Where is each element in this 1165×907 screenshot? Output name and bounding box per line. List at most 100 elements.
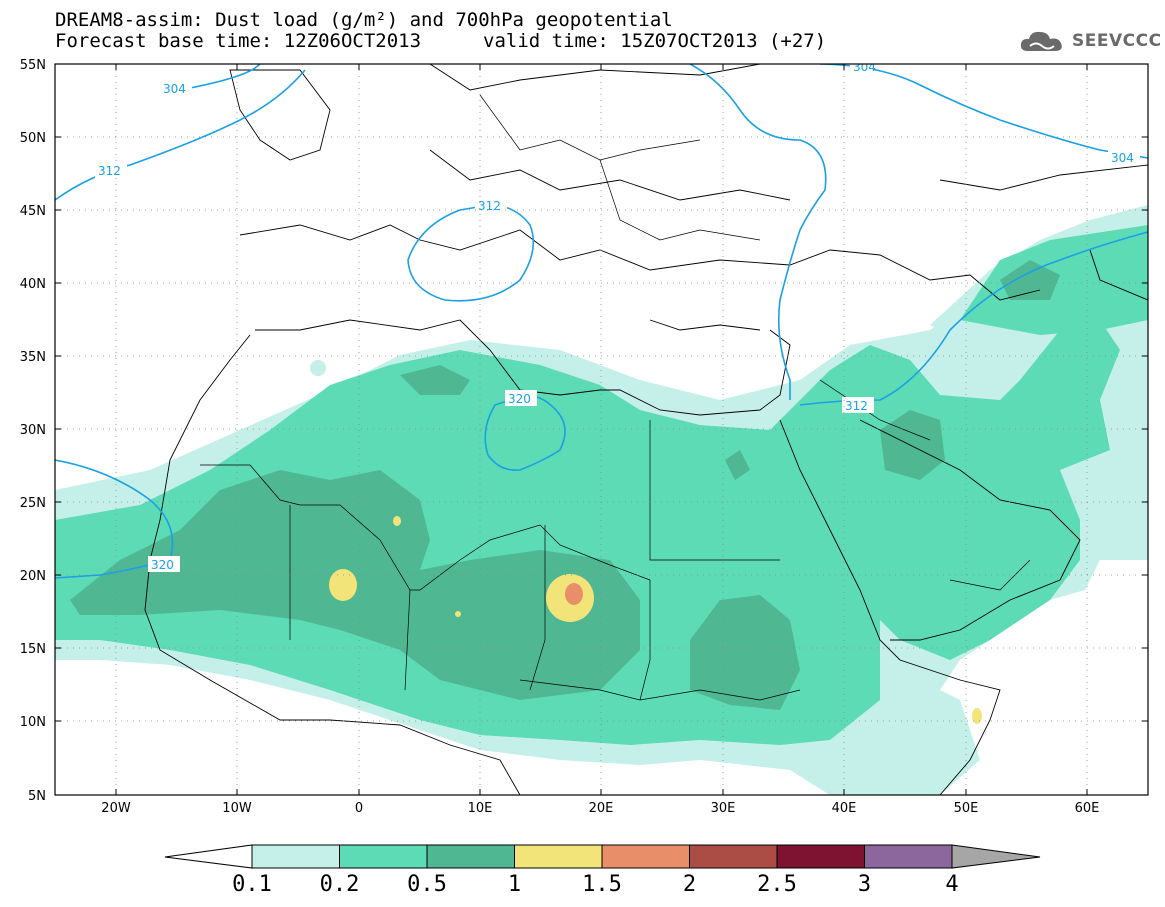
map-plot-area: 304 312 312 320 312 320 304 304 [55, 60, 1148, 795]
colorbar-segment [864, 844, 953, 869]
lon-label: 20E [589, 801, 614, 816]
lat-label: 30N [20, 423, 46, 438]
coastline [239, 224, 1041, 301]
colorbar-segment [251, 844, 340, 869]
dust-area [329, 569, 357, 601]
lon-label: 10E [468, 801, 493, 816]
lat-label: 55N [20, 58, 46, 73]
coastline [429, 149, 791, 201]
contour-label: 320 [151, 558, 174, 572]
lat-label: 35N [20, 350, 46, 365]
coastlines [144, 64, 1148, 795]
contour-label: 304 [853, 60, 876, 74]
dust-area [565, 583, 583, 605]
colorbar-high-arrow [951, 844, 1041, 869]
border [599, 159, 761, 241]
colorbar-segment [689, 844, 778, 869]
lat-label: 20N [20, 569, 46, 584]
tick-marks-top [115, 64, 1088, 70]
contour-label-bg [95, 162, 127, 178]
graticule [55, 64, 1148, 795]
coastline [649, 319, 761, 331]
contour-label-bg [505, 390, 537, 406]
lon-label: 60E [1075, 801, 1100, 816]
colorbar-label: 2 [682, 872, 697, 897]
dust-area [1000, 260, 1060, 300]
tick-marks-bottom [115, 789, 1088, 795]
border [529, 525, 546, 691]
colorbar-segment [776, 844, 865, 869]
dust-area [455, 611, 461, 617]
colorbar-segment [426, 844, 515, 869]
dust-area [400, 365, 470, 395]
border [404, 589, 411, 691]
border [819, 379, 931, 441]
axis-ticks [55, 63, 1148, 796]
colorbar-label: 4 [945, 872, 959, 897]
lon-label: 30E [711, 801, 736, 816]
border [200, 464, 651, 591]
border [949, 559, 1031, 591]
dust-area [310, 360, 326, 376]
lat-label: 5N [28, 789, 46, 804]
dust-area [393, 516, 401, 526]
lon-label: 0 [355, 801, 363, 816]
latitude-labels: 55N 50N 45N 40N 35N 30N 25N 20N 15N 10N … [20, 58, 46, 804]
contour-320-closed [484, 394, 566, 472]
colorbar-label: 1.5 [582, 872, 622, 897]
coastline [144, 334, 521, 795]
contour-label: 312 [478, 199, 501, 213]
contour-label-bg [850, 64, 874, 72]
colorbar-low-arrow [164, 844, 253, 869]
colorbar-label: 0.1 [232, 872, 272, 897]
lat-label: 15N [20, 642, 46, 657]
lat-label: 10N [20, 715, 46, 730]
dust-area [972, 708, 982, 724]
colorbar-label: 1 [507, 872, 522, 897]
border [639, 580, 651, 701]
contour-304-east [689, 64, 827, 400]
dust-area [845, 745, 910, 795]
coastline [939, 164, 1148, 191]
colorbar-segment [601, 844, 690, 869]
lat-label: 45N [20, 204, 46, 219]
contour-label: 304 [163, 82, 186, 96]
seevccc-logo: SEEVCCC [1018, 26, 1162, 56]
coastline [859, 419, 1081, 641]
logo-text: SEEVCCC [1072, 31, 1162, 51]
lon-label: 10W [222, 801, 252, 816]
dust-layer-peak [565, 583, 583, 605]
colorbar-segment [514, 844, 603, 869]
dust-area [880, 410, 945, 480]
colorbar-label: 0.5 [407, 872, 447, 897]
coastline [1089, 249, 1148, 301]
contour-312-west [55, 69, 306, 201]
forecast-base-time: Forecast base time: 12Z06OCT2013 [55, 30, 422, 52]
cloud-icon [1020, 31, 1062, 51]
contour-label: 312 [98, 164, 121, 178]
contour-label: 304 [1111, 151, 1134, 165]
border [649, 420, 780, 561]
coastline [779, 419, 1001, 795]
country-borders [200, 94, 1031, 701]
gridline [55, 136, 1148, 722]
contour-312-closed [407, 204, 535, 302]
contour-label: 312 [845, 399, 868, 413]
lon-label: 40E [832, 801, 857, 816]
lon-label: 50E [954, 801, 979, 816]
contour-labels: 304 312 312 320 312 320 304 304 [95, 60, 1140, 572]
tick-marks-left [55, 63, 61, 796]
contour-label-bg [160, 80, 192, 96]
contour-label-bg [1108, 149, 1140, 165]
contour-304-ne [819, 64, 1148, 159]
contour-label-bg [148, 556, 180, 572]
dust-area [690, 595, 800, 710]
longitude-labels: 20W 10W 0 10E 20E 30E 40E 50E 60E [101, 801, 1099, 816]
border [479, 94, 701, 161]
contour-304-west [189, 64, 261, 89]
colorbar [164, 844, 1041, 869]
colorbar-segment [339, 844, 428, 869]
tick-marks-right [1142, 63, 1148, 796]
coastline [255, 319, 791, 416]
contour-label: 320 [508, 392, 531, 406]
